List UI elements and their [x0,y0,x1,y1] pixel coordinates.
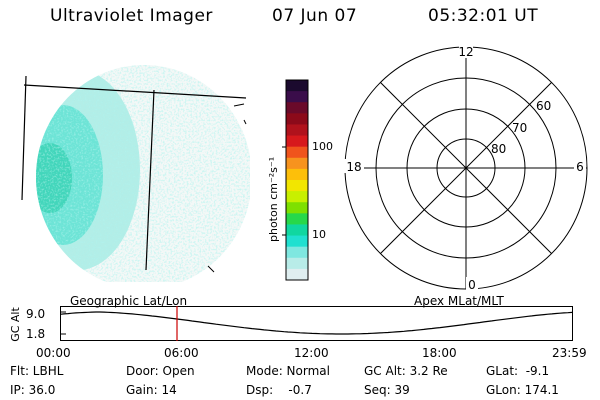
gc-alt-axis-label: GC Alt [8,307,22,342]
uv-earth-image [21,65,250,282]
mlt-label-6: 6 [576,160,584,174]
xtick-1200: 12:00 [294,346,329,360]
date-label: 07 Jun 07 [272,6,358,26]
colorbar-segment [286,257,308,270]
mode-info: Mode: Normal [246,364,330,378]
geographic-label: Geographic Lat/Lon [70,294,188,308]
xtick-0600: 06:00 [164,346,199,360]
colorbar-segment [286,246,308,259]
ytick-1-8: 1.8 [26,327,46,341]
gain-info: Gain: 14 [126,383,177,397]
ytick-9: 9.0 [26,307,46,321]
grid-tick [233,103,245,107]
xtick-1800: 18:00 [422,346,457,360]
xtick-2359: 23:59 [552,346,587,360]
polar-mlat-mlt-dial: 12 18 6 0 60 70 80 [344,45,588,292]
mlt-label-12: 12 [458,45,473,59]
colorbar-segment [286,180,308,192]
mlat-label-70: 70 [512,121,527,135]
app-title: Ultraviolet Imager [50,6,213,26]
altitude-curve [60,311,573,335]
xtick-0000: 00:00 [36,346,71,360]
colorbar: photon cm⁻²s⁻¹ [267,79,309,281]
colorbar-segment [286,91,308,103]
colorbar-segment [286,135,308,148]
longitude-line [145,89,155,271]
colorbar-segment [286,124,308,137]
grid-tick [243,119,247,125]
latitude-line [23,84,247,99]
altitude-timeline [60,306,573,341]
colorbar-label: photon cm⁻²s⁻¹ [267,157,280,242]
gc-alt-info: GC Alt: 3.2 Re [364,364,448,378]
glon-info: GLon: 174.1 [486,383,559,397]
mlt-label-0: 0 [468,278,476,292]
door-info: Door: Open [126,364,195,378]
dsp-info: Dsp: -0.7 [246,383,312,397]
colorbar-segment [286,191,308,203]
mlt-label-18: 18 [346,160,361,174]
longitude-line [21,75,27,201]
colorbar-segment [286,202,308,214]
colorbar-segment [286,146,308,159]
colorbar-tick-100: 100 [312,140,333,153]
apex-label: Apex MLat/MLT [414,294,504,308]
colorbar-segment [286,80,308,92]
filter-info: Flt: LBHL [10,364,64,378]
colorbar-segment [286,102,308,114]
glat-info: GLat: -9.1 [486,364,550,378]
mlat-label-60: 60 [536,99,551,113]
time-label: 05:32:01 UT [428,6,539,26]
mlat-label-80: 80 [491,142,506,156]
colorbar-segment [286,213,308,225]
colorbar-segment [286,157,308,170]
colorbar-segment [286,224,308,237]
colorbar-segment [286,235,308,248]
colorbar-tick-10: 10 [312,228,326,241]
ip-info: IP: 36.0 [10,383,56,397]
colorbar-segment [286,268,308,281]
seq-info: Seq: 39 [364,383,410,397]
grid-tick [207,265,215,273]
colorbar-segment [286,168,308,181]
colorbar-segment [286,113,308,125]
